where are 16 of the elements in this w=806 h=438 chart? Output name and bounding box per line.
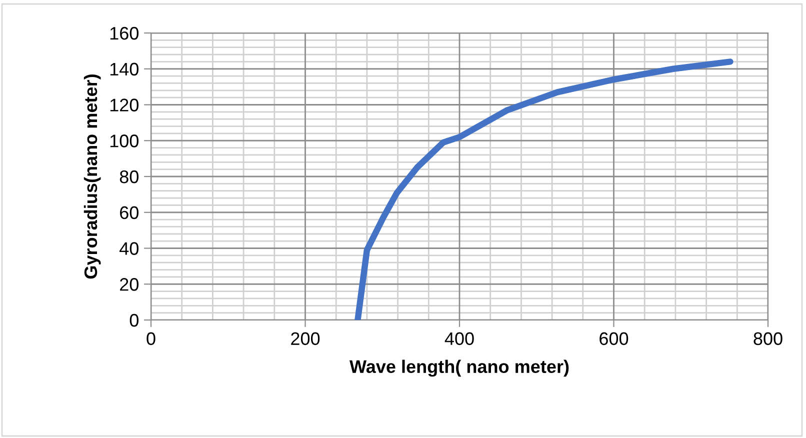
x-tick-label: 400 [444, 332, 474, 346]
y-tick-label: 140 [110, 62, 138, 76]
y-axis-title: Gyroradius(nano meter) [84, 74, 101, 279]
y-tick-label: 0 [130, 314, 138, 327]
y-tick-label: 120 [110, 98, 138, 112]
y-tick-label: 60 [120, 206, 138, 220]
y-tick-label: 100 [110, 134, 138, 148]
y-tick-label: 80 [120, 170, 138, 184]
x-axis-title: Wave length( nano meter) [350, 360, 569, 377]
y-tick-label: 160 [110, 26, 138, 40]
x-tick-label: 0 [146, 332, 156, 346]
x-tick-label: 600 [600, 332, 628, 346]
x-tick-label: 200 [291, 332, 320, 346]
y-tick-label: 40 [120, 242, 138, 255]
x-tick-label: 800 [754, 332, 782, 346]
y-tick-label: 20 [120, 278, 138, 291]
